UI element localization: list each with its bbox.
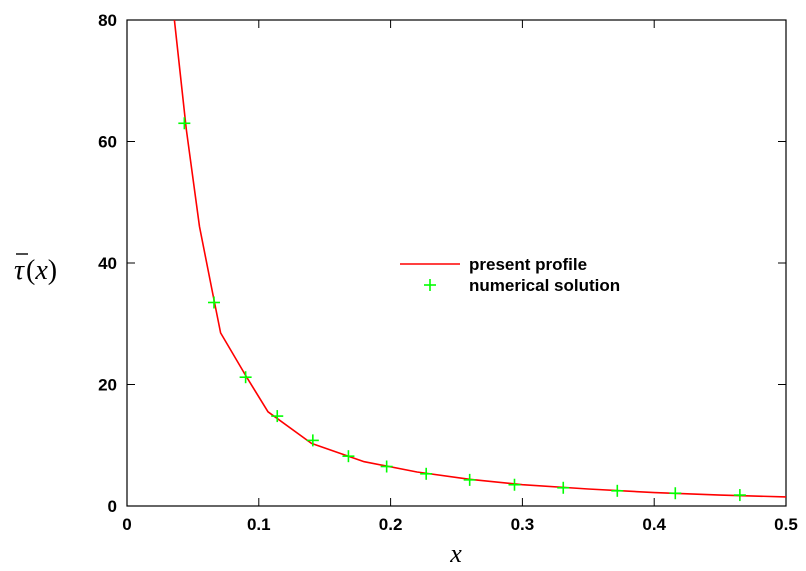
y-axis-label-text: τ(x): [14, 255, 57, 286]
numerical-solution-point: [207, 296, 220, 309]
x-tick-label: 0.2: [379, 515, 403, 534]
y-axis-label: τ(x): [14, 253, 57, 286]
numerical-solution-point: [557, 481, 570, 494]
numerical-solution-point: [420, 467, 433, 480]
numerical-solution-point: [271, 410, 284, 423]
numerical-solution-point: [669, 487, 682, 500]
y-tick-label: 0: [108, 497, 117, 516]
plot-frame: [126, 19, 787, 507]
y-tick-label: 60: [98, 133, 117, 152]
legend-marker-swatch: [424, 279, 436, 291]
y-tick-label: 20: [98, 376, 117, 395]
x-tick-label: 0: [122, 515, 131, 534]
legend-label-numerical-solution: numerical solution: [469, 276, 620, 295]
legend: present profile numerical solution: [400, 255, 620, 295]
numerical-solution-point: [611, 484, 624, 497]
numerical-solution-point: [239, 371, 252, 384]
numerical-solution-point: [342, 450, 355, 463]
x-tick-label: 0.1: [247, 515, 271, 534]
ticks: 0 0.1 0.2 0.3 0.4 0.5 0 20 40 60 80: [98, 11, 798, 534]
numerical-solution-point: [463, 473, 476, 486]
numerical-solution-point: [306, 434, 319, 447]
x-tick-label: 0.5: [774, 515, 798, 534]
x-axis-label: x: [449, 539, 462, 568]
x-tick-label: 0.4: [642, 515, 666, 534]
numerical-solution-point: [380, 460, 393, 473]
numerical-solution-point: [508, 478, 521, 491]
x-tick-label: 0.3: [511, 515, 535, 534]
y-tick-label: 80: [98, 11, 117, 30]
numerical-solution-point: [178, 117, 191, 130]
series-markers: [178, 117, 746, 502]
y-tick-label: 40: [98, 254, 117, 273]
numerical-solution-point: [733, 489, 746, 502]
legend-label-present-profile: present profile: [469, 255, 587, 274]
